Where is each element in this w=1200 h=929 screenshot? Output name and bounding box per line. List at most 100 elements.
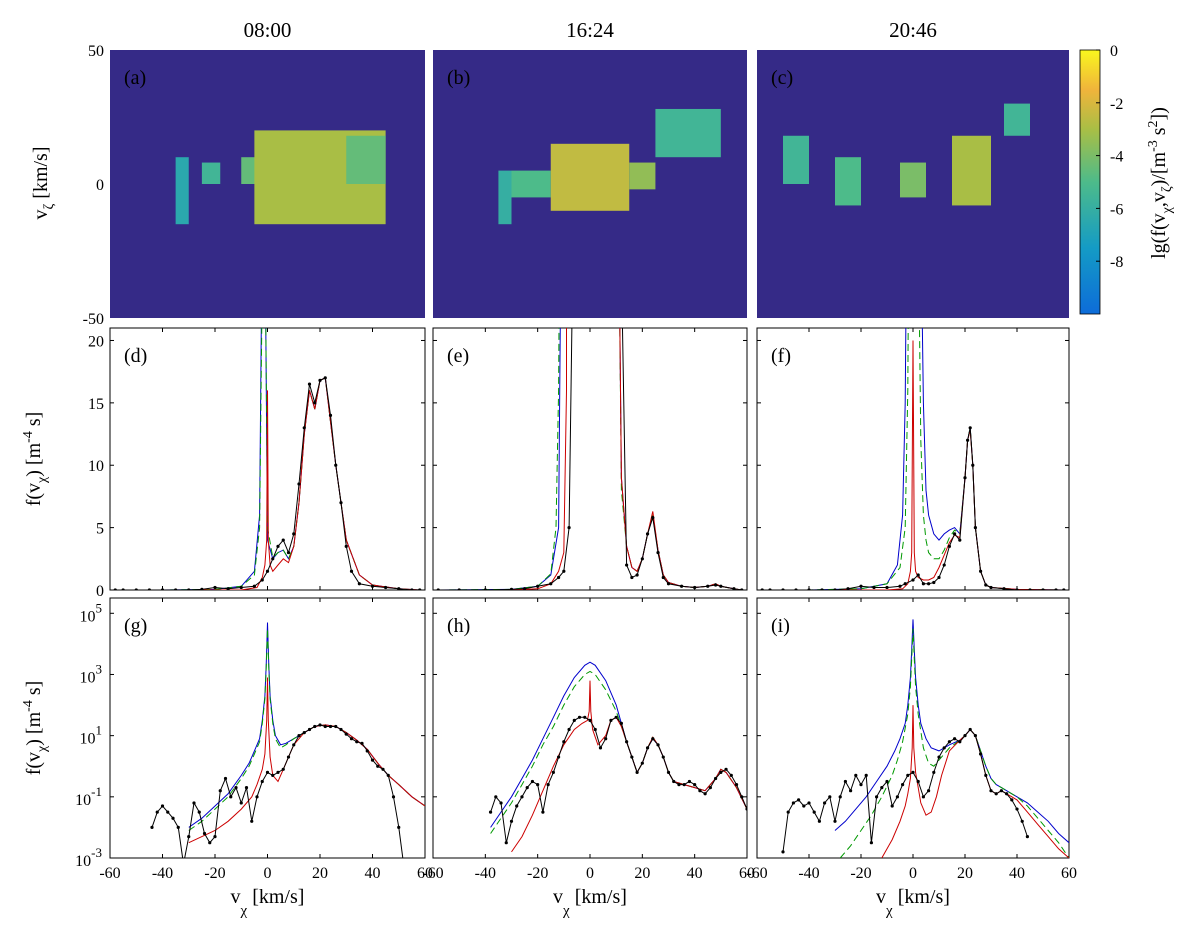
x-axis-label: vχ [km/s] bbox=[876, 886, 950, 919]
data-point bbox=[583, 715, 587, 719]
data-point bbox=[339, 501, 343, 505]
data-point bbox=[719, 770, 723, 774]
data-point bbox=[932, 580, 936, 585]
data-point bbox=[302, 730, 306, 735]
data-point bbox=[895, 795, 900, 799]
data-point bbox=[192, 801, 196, 805]
colorbar bbox=[1079, 49, 1101, 315]
data-point bbox=[150, 825, 154, 830]
x-tick-label: 0 bbox=[264, 865, 272, 882]
data-point bbox=[714, 776, 718, 781]
data-point bbox=[973, 526, 978, 530]
panel-time-title: 08:00 bbox=[244, 18, 292, 42]
data-point bbox=[817, 819, 822, 823]
panel-label-g: (g) bbox=[124, 615, 147, 637]
data-point bbox=[911, 578, 915, 582]
data-point bbox=[410, 588, 414, 590]
series-observed bbox=[782, 728, 1028, 852]
data-point bbox=[313, 724, 317, 729]
data-point bbox=[859, 782, 863, 787]
data-point bbox=[971, 463, 975, 467]
data-point bbox=[234, 786, 238, 790]
plot-frame bbox=[432, 597, 748, 859]
data-point bbox=[302, 426, 306, 430]
panel-label-h: (h) bbox=[447, 615, 470, 637]
data-point bbox=[239, 585, 243, 590]
data-point bbox=[1005, 792, 1009, 796]
data-point bbox=[365, 749, 369, 753]
data-point bbox=[121, 588, 125, 590]
data-point bbox=[979, 569, 983, 573]
series-observed bbox=[115, 377, 420, 590]
data-point bbox=[244, 786, 249, 790]
data-point bbox=[942, 563, 946, 567]
data-point bbox=[927, 582, 931, 586]
data-point bbox=[598, 746, 603, 750]
data-point bbox=[349, 569, 354, 573]
data-point bbox=[966, 438, 970, 442]
heatmap-patch bbox=[655, 108, 721, 158]
plot-frame bbox=[432, 327, 748, 591]
data-point bbox=[113, 588, 117, 590]
heatmap-patch bbox=[498, 170, 512, 225]
x-tick-label: -60 bbox=[746, 865, 767, 882]
y-tick-label: 0 bbox=[96, 583, 104, 600]
data-point bbox=[160, 588, 165, 590]
data-point bbox=[645, 746, 650, 750]
data-point bbox=[328, 413, 333, 417]
data-point bbox=[1062, 588, 1066, 590]
data-point bbox=[567, 727, 571, 732]
data-point bbox=[292, 532, 296, 536]
data-point bbox=[334, 724, 338, 729]
heatmap-patch bbox=[900, 162, 926, 198]
data-point bbox=[250, 819, 254, 823]
heatmap-patch bbox=[550, 143, 630, 211]
y-tick-label: 15 bbox=[88, 396, 104, 413]
data-point bbox=[226, 587, 230, 590]
data-point bbox=[625, 740, 629, 744]
data-point bbox=[202, 831, 207, 836]
x-tick-label: -40 bbox=[798, 865, 819, 882]
data-point bbox=[562, 740, 566, 744]
data-point bbox=[276, 770, 280, 774]
data-point bbox=[252, 584, 256, 588]
colorbar-tick-label: 0 bbox=[1110, 43, 1118, 60]
data-point bbox=[504, 841, 508, 845]
data-point bbox=[360, 741, 364, 745]
x-tick-label: -60 bbox=[422, 865, 443, 882]
data-point bbox=[619, 721, 624, 726]
x-tick-label: 0 bbox=[586, 865, 594, 882]
data-point bbox=[880, 786, 884, 790]
x-tick-label: 60 bbox=[417, 865, 433, 882]
panel-label-i: (i) bbox=[771, 615, 790, 637]
y-tick-label: 5 bbox=[96, 521, 104, 538]
x-tick-label: -60 bbox=[99, 865, 120, 882]
data-point bbox=[937, 575, 941, 580]
y-tick-label: -50 bbox=[83, 311, 104, 328]
data-point bbox=[833, 588, 837, 590]
data-point bbox=[968, 426, 972, 430]
data-point bbox=[812, 810, 816, 814]
data-point bbox=[630, 755, 634, 759]
data-point bbox=[208, 841, 212, 845]
data-point bbox=[609, 718, 613, 722]
data-point bbox=[682, 782, 686, 787]
x-tick-label: 20 bbox=[957, 865, 973, 882]
y-tick-label: 20 bbox=[88, 333, 104, 350]
data-point bbox=[213, 834, 217, 839]
data-point bbox=[693, 585, 697, 590]
data-point bbox=[344, 732, 348, 736]
data-point bbox=[640, 557, 644, 561]
plot-frame bbox=[109, 597, 426, 859]
y-tick-label: 10 bbox=[88, 458, 104, 475]
data-point bbox=[174, 588, 178, 590]
data-point bbox=[869, 841, 874, 845]
data-point bbox=[391, 795, 396, 799]
data-point bbox=[494, 795, 498, 799]
y-axis-label-fv: f(vχ) [m-4 s] bbox=[21, 681, 50, 776]
data-point bbox=[947, 740, 952, 744]
data-point bbox=[549, 582, 553, 586]
data-point bbox=[223, 776, 228, 781]
data-point bbox=[239, 801, 243, 805]
heatmap-patch bbox=[175, 157, 189, 225]
